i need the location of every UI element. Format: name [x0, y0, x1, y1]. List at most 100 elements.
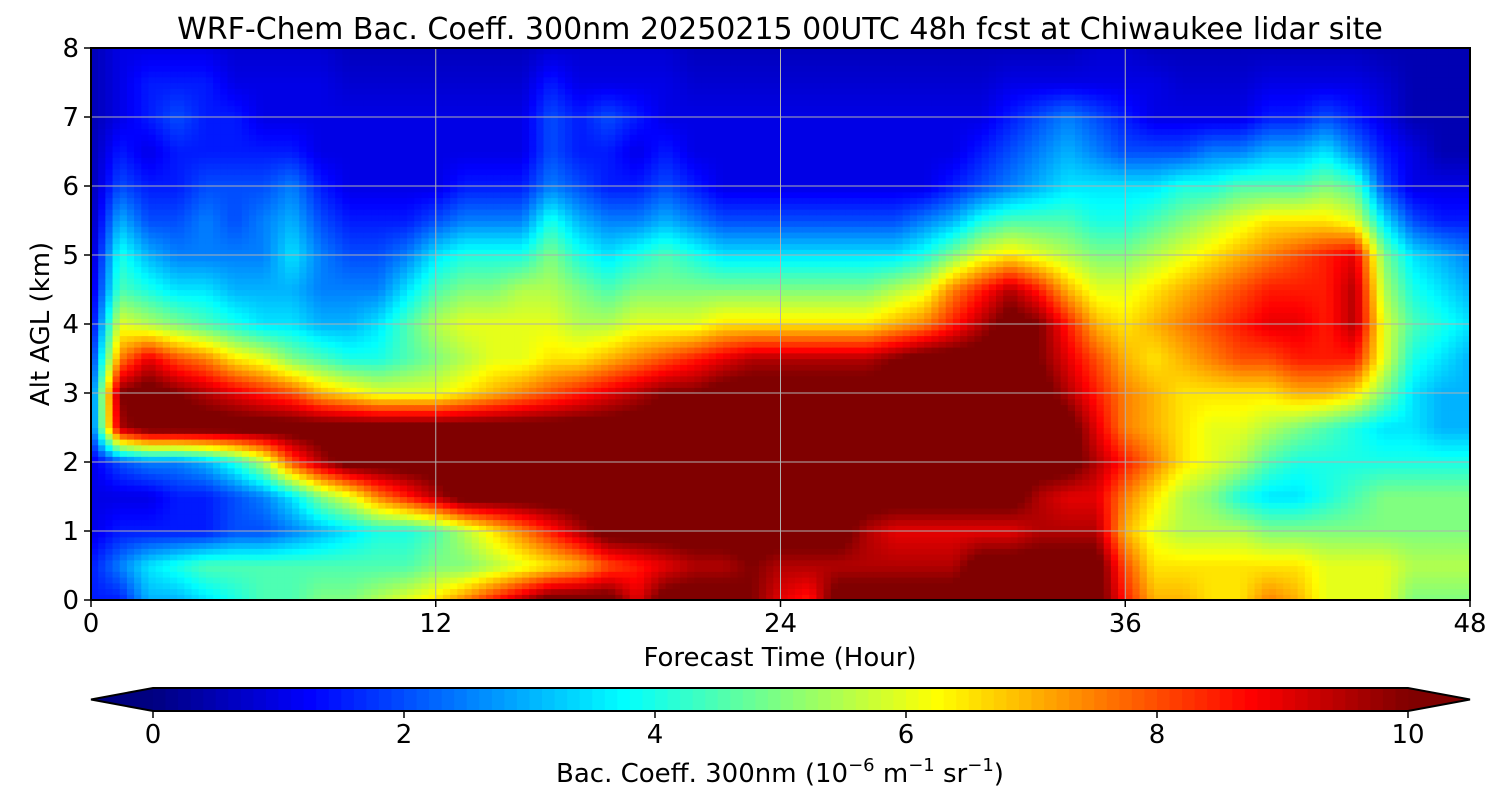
heatmap-cell: [601, 537, 609, 543]
heatmap-cell: [953, 508, 961, 514]
heatmap-cell: [1262, 548, 1270, 554]
heatmap-cell: [637, 479, 645, 485]
heatmap-cell: [615, 485, 623, 491]
heatmap-cell: [1140, 589, 1148, 595]
heatmap-cell: [314, 589, 322, 595]
heatmap-cell: [199, 474, 207, 480]
heatmap-cell: [1448, 479, 1456, 485]
heatmap-cell: [479, 560, 487, 566]
heatmap-cell: [551, 548, 559, 554]
heatmap-cell: [543, 497, 551, 503]
heatmap-cell: [199, 497, 207, 503]
heatmap-cell: [515, 537, 523, 543]
heatmap-cell: [579, 571, 587, 577]
heatmap-cell: [1305, 520, 1313, 526]
heatmap-cell: [371, 502, 379, 508]
heatmap-cell: [1434, 560, 1442, 566]
heatmap-cell: [931, 548, 939, 554]
heatmap-cell: [1154, 491, 1162, 497]
heatmap-cell: [587, 468, 595, 474]
heatmap-cell: [852, 537, 860, 543]
heatmap-cell: [429, 520, 437, 526]
heatmap-cell: [192, 508, 200, 514]
heatmap-cell: [1140, 577, 1148, 583]
heatmap-cell: [479, 508, 487, 514]
heatmap-cell: [558, 491, 566, 497]
heatmap-cell: [1456, 531, 1464, 537]
heatmap-cell: [1211, 548, 1219, 554]
heatmap-cell: [1219, 537, 1227, 543]
heatmap-cell: [1283, 537, 1291, 543]
heatmap-cell: [579, 491, 587, 497]
heatmap-cell: [694, 548, 702, 554]
heatmap-cell: [335, 577, 343, 583]
heatmap-cell: [213, 537, 221, 543]
heatmap-cell: [443, 491, 451, 497]
heatmap-cell: [1405, 560, 1413, 566]
heatmap-cell: [1298, 583, 1306, 589]
heatmap-cell: [924, 508, 932, 514]
heatmap-cell: [199, 571, 207, 577]
heatmap-cell: [716, 485, 724, 491]
heatmap-cell: [781, 589, 789, 595]
heatmap-cell: [163, 531, 171, 537]
heatmap-cell: [199, 577, 207, 583]
heatmap-cell: [644, 543, 652, 549]
heatmap-cell: [594, 589, 602, 595]
heatmap-cell: [867, 571, 875, 577]
heatmap-cell: [1334, 508, 1342, 514]
heatmap-cell: [1413, 537, 1421, 543]
heatmap-cell: [867, 589, 875, 595]
heatmap-cell: [1398, 543, 1406, 549]
heatmap-cell: [1183, 485, 1191, 491]
heatmap-cell: [1046, 514, 1054, 520]
heatmap-cell: [1125, 560, 1133, 566]
heatmap-cell: [1276, 531, 1284, 537]
heatmap-cell: [1420, 554, 1428, 560]
heatmap-cell: [235, 531, 243, 537]
heatmap-cell: [522, 491, 530, 497]
heatmap-cell: [644, 531, 652, 537]
heatmap-cell: [242, 548, 250, 554]
heatmap-cell: [1312, 508, 1320, 514]
heatmap-cell: [421, 571, 429, 577]
heatmap-cell: [134, 577, 142, 583]
heatmap-cell: [213, 491, 221, 497]
heatmap-cell: [1018, 502, 1026, 508]
heatmap-cell: [1298, 589, 1306, 595]
heatmap-cell: [903, 589, 911, 595]
heatmap-cell: [271, 502, 279, 508]
heatmap-cell: [1262, 491, 1270, 497]
heatmap-cell: [235, 468, 243, 474]
heatmap-cell: [960, 566, 968, 572]
heatmap-cell: [522, 537, 530, 543]
heatmap-cell: [838, 491, 846, 497]
heatmap-cell: [314, 566, 322, 572]
heatmap-cell: [1118, 583, 1126, 589]
heatmap-cell: [436, 577, 444, 583]
heatmap-cell: [536, 537, 544, 543]
heatmap-cell: [400, 462, 408, 468]
heatmap-cell: [694, 468, 702, 474]
heatmap-cell: [895, 560, 903, 566]
heatmap-cell: [364, 485, 372, 491]
heatmap-cell: [263, 571, 271, 577]
heatmap-cell: [1362, 560, 1370, 566]
heatmap-cell: [227, 520, 235, 526]
heatmap-cell: [278, 531, 286, 537]
heatmap-cell: [113, 560, 121, 566]
heatmap-cell: [278, 554, 286, 560]
heatmap-cell: [852, 514, 860, 520]
heatmap-cell: [170, 571, 178, 577]
heatmap-cell: [508, 548, 516, 554]
heatmap-cell: [709, 577, 717, 583]
heatmap-cell: [709, 508, 717, 514]
heatmap-cell: [543, 514, 551, 520]
heatmap-cell: [1118, 479, 1126, 485]
heatmap-cell: [781, 537, 789, 543]
heatmap-cell: [860, 583, 868, 589]
heatmap-cell: [515, 589, 523, 595]
heatmap-cell: [543, 462, 551, 468]
heatmap-cell: [644, 554, 652, 560]
heatmap-cell: [766, 485, 774, 491]
